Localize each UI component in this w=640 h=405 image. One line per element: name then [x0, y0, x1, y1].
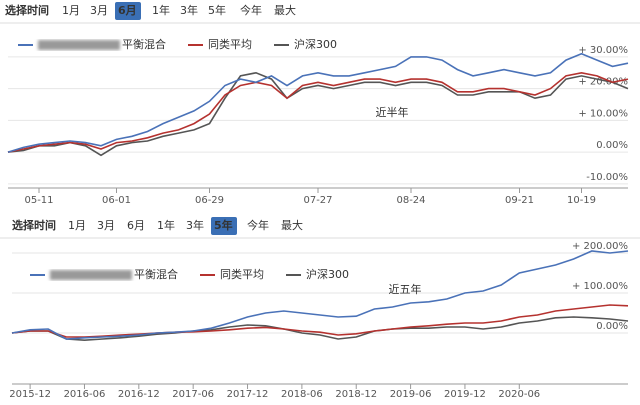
x-tick-label: 09-21 [505, 195, 534, 206]
range-button[interactable]: 1年 [157, 218, 175, 232]
x-tick-label: 06-29 [195, 195, 224, 206]
x-tick-label: 2018-06 [281, 389, 323, 400]
series-line [7, 71, 629, 157]
range-button[interactable]: 3年 [180, 3, 198, 17]
x-tick-label: 2017-06 [172, 389, 214, 400]
annotation: 近半年 [376, 105, 409, 119]
range-button[interactable]: 5年 [208, 3, 226, 17]
range-button[interactable]: 最大 [274, 3, 296, 17]
range-button[interactable]: 最大 [281, 218, 303, 232]
legend-label[interactable]: 同类平均 [220, 267, 264, 281]
x-tick-label: 2016-12 [118, 389, 160, 400]
x-tick-label: 2018-12 [335, 389, 377, 400]
range-button[interactable]: 5年 [214, 218, 233, 232]
series-line [7, 71, 629, 153]
x-tick-label: 07-27 [303, 195, 332, 206]
range-button[interactable]: 6月 [118, 4, 137, 17]
y-tick-label: + 20.00% [578, 77, 628, 88]
range-button[interactable]: 1月 [68, 219, 86, 232]
range-button[interactable]: 3年 [186, 218, 204, 232]
x-tick-label: 2019-12 [444, 389, 486, 400]
range-button[interactable]: 3月 [90, 4, 108, 17]
series-line [11, 304, 629, 338]
annotation: 近五年 [389, 282, 422, 296]
range-button-selected-bg [115, 2, 141, 20]
x-tick-label: 08-24 [396, 195, 425, 206]
y-tick-label: + 100.00% [572, 281, 628, 292]
y-tick-label: 0.00% [596, 321, 628, 332]
x-tick-label: 05-11 [24, 195, 53, 206]
range-button[interactable]: 1年 [152, 3, 170, 17]
legend-label[interactable]: 同类平均 [208, 37, 252, 51]
range-button[interactable]: 今年 [247, 218, 269, 232]
x-tick-label: 2020-06 [498, 389, 540, 400]
x-tick-label: 10-19 [567, 195, 596, 206]
x-tick-label: 2019-06 [390, 389, 432, 400]
x-tick-label: 2017-12 [227, 389, 269, 400]
x-tick-label: 2015-12 [9, 389, 51, 400]
legend-label[interactable]: 平衡混合 [134, 267, 178, 281]
x-tick-label: 06-01 [102, 195, 131, 206]
y-tick-label: 0.00% [596, 140, 628, 151]
legend-label[interactable]: 沪深300 [306, 267, 349, 281]
y-tick-label: + 200.00% [572, 241, 628, 252]
series-line [11, 316, 629, 342]
y-tick-label: + 10.00% [578, 108, 628, 119]
range-button[interactable]: 1月 [62, 4, 80, 17]
range-label: 选择时间 [5, 3, 49, 17]
range-button-selected-bg [211, 217, 237, 235]
legend-label[interactable]: 沪深300 [294, 37, 337, 51]
range-label: 选择时间 [12, 218, 56, 232]
y-tick-label: -10.00% [586, 172, 628, 183]
range-button[interactable]: 今年 [240, 3, 262, 17]
y-tick-label: + 30.00% [578, 45, 628, 56]
range-button[interactable]: 6月 [127, 219, 145, 232]
series-line [11, 250, 629, 340]
legend-label[interactable]: 平衡混合 [122, 37, 166, 51]
series-line [7, 52, 629, 153]
legend-redacted [38, 40, 120, 50]
legend-redacted [50, 270, 132, 280]
x-tick-label: 2016-06 [64, 389, 106, 400]
range-button[interactable]: 3月 [97, 219, 115, 232]
